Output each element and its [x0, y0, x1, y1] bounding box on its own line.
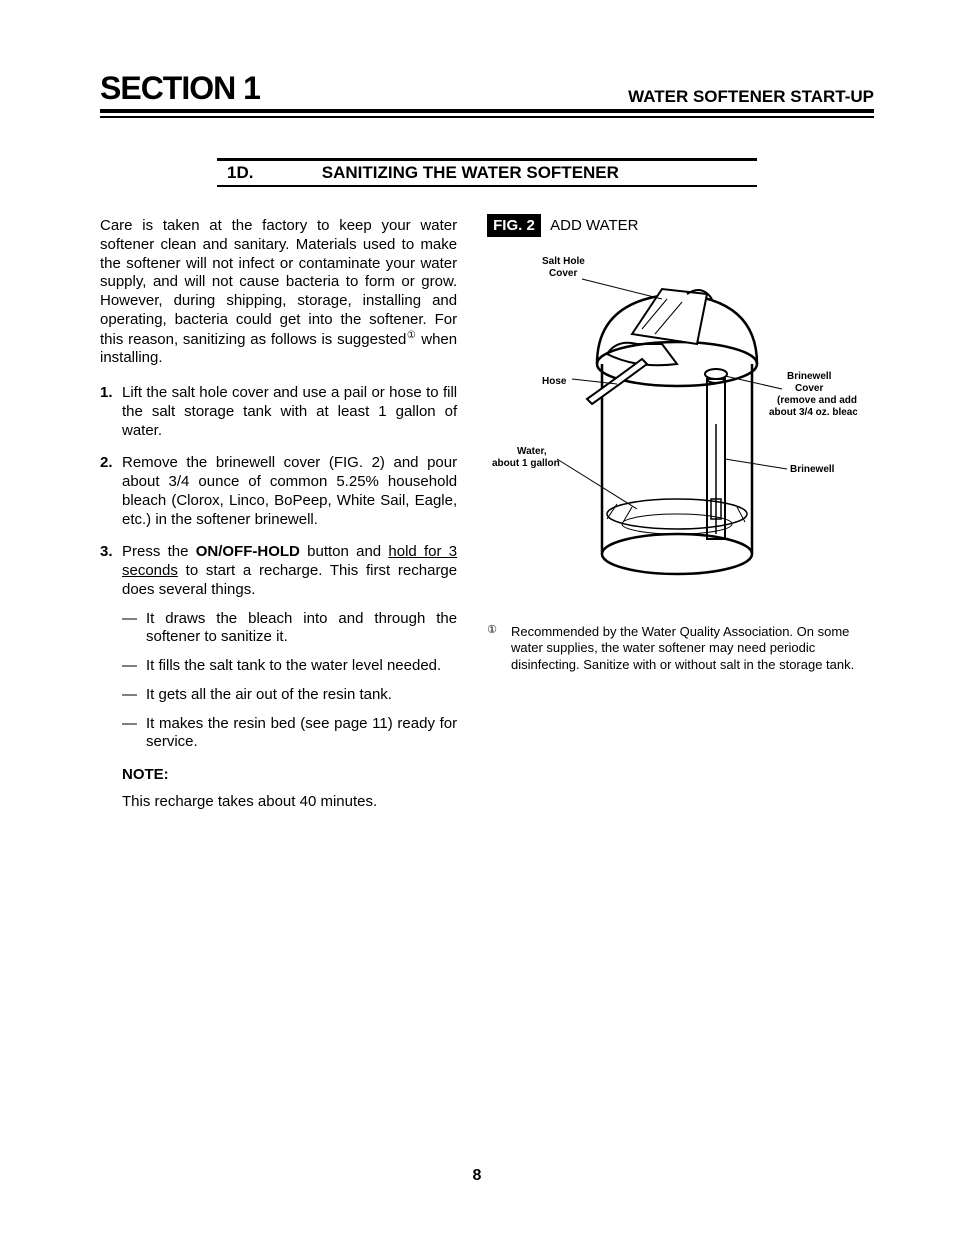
page-header: SECTION 1 WATER SOFTENER START-UP [100, 70, 874, 113]
header-rule [100, 116, 874, 118]
figure-diagram: Salt Hole Cover Hose Water, about 1 gall… [487, 244, 857, 604]
svg-text:Cover: Cover [549, 268, 577, 279]
svg-text:about 3/4 oz. bleach): about 3/4 oz. bleach) [769, 407, 857, 418]
dash-2: It fills the salt tank to the water leve… [122, 657, 457, 676]
footnote-mark: ① [487, 624, 497, 673]
callout-salt-hole-cover: Salt Hole [542, 256, 585, 267]
content-columns: Care is taken at the factory to keep you… [100, 217, 874, 810]
subheading: 1D. SANITIZING THE WATER SOFTENER [217, 158, 757, 187]
subheading-number: 1D. [217, 163, 317, 183]
footnote-text: Recommended by the Water Quality Associa… [511, 624, 874, 673]
callout-water: Water, [517, 446, 547, 457]
figure-badge: FIG. 2 [487, 214, 541, 237]
note-label: NOTE: [122, 766, 457, 783]
callout-brinewell: Brinewell [790, 464, 835, 475]
steps-list: Lift the salt hole cover and use a pail … [100, 384, 457, 752]
step-3-text-a: Press the [122, 543, 196, 560]
dash-3: It gets all the air out of the resin tan… [122, 686, 457, 705]
svg-text:about 1 gallon: about 1 gallon [492, 458, 560, 469]
intro-text-a: Care is taken at the factory to keep you… [100, 217, 457, 348]
footnote: ① Recommended by the Water Quality Assoc… [487, 624, 874, 673]
left-column: Care is taken at the factory to keep you… [100, 217, 457, 810]
figure-caption: ADD WATER [550, 217, 638, 234]
right-column: FIG. 2 ADD WATER [487, 217, 874, 810]
callout-brinewell-cover: Brinewell [787, 371, 832, 382]
step-2: Remove the brinewell cover (FIG. 2) and … [100, 454, 457, 529]
dash-4: It makes the resin bed (see page 11) rea… [122, 715, 457, 753]
callout-hose: Hose [542, 376, 567, 387]
diagram-svg: Salt Hole Cover Hose Water, about 1 gall… [487, 244, 857, 604]
page-number: 8 [473, 1167, 482, 1185]
section-title: SECTION 1 [100, 70, 260, 107]
dash-1: It draws the bleach into and through the… [122, 610, 457, 648]
subheading-title: SANITIZING THE WATER SOFTENER [322, 163, 619, 182]
step-3-bold: ON/OFF-HOLD [196, 543, 300, 560]
step-3-sublist: It draws the bleach into and through the… [122, 610, 457, 753]
step-3: Press the ON/OFF-HOLD button and hold fo… [100, 543, 457, 752]
intro-footnote-mark: ① [406, 330, 416, 341]
figure-label: FIG. 2 ADD WATER [487, 217, 874, 234]
note-text: This recharge takes about 40 minutes. [122, 793, 457, 810]
section-subtitle: WATER SOFTENER START-UP [628, 87, 874, 107]
svg-text:Cover: Cover [795, 383, 823, 394]
intro-paragraph: Care is taken at the factory to keep you… [100, 217, 457, 368]
step-1: Lift the salt hole cover and use a pail … [100, 384, 457, 440]
svg-text:(remove and add: (remove and add [777, 395, 857, 406]
step-3-text-b: button and [300, 543, 389, 560]
